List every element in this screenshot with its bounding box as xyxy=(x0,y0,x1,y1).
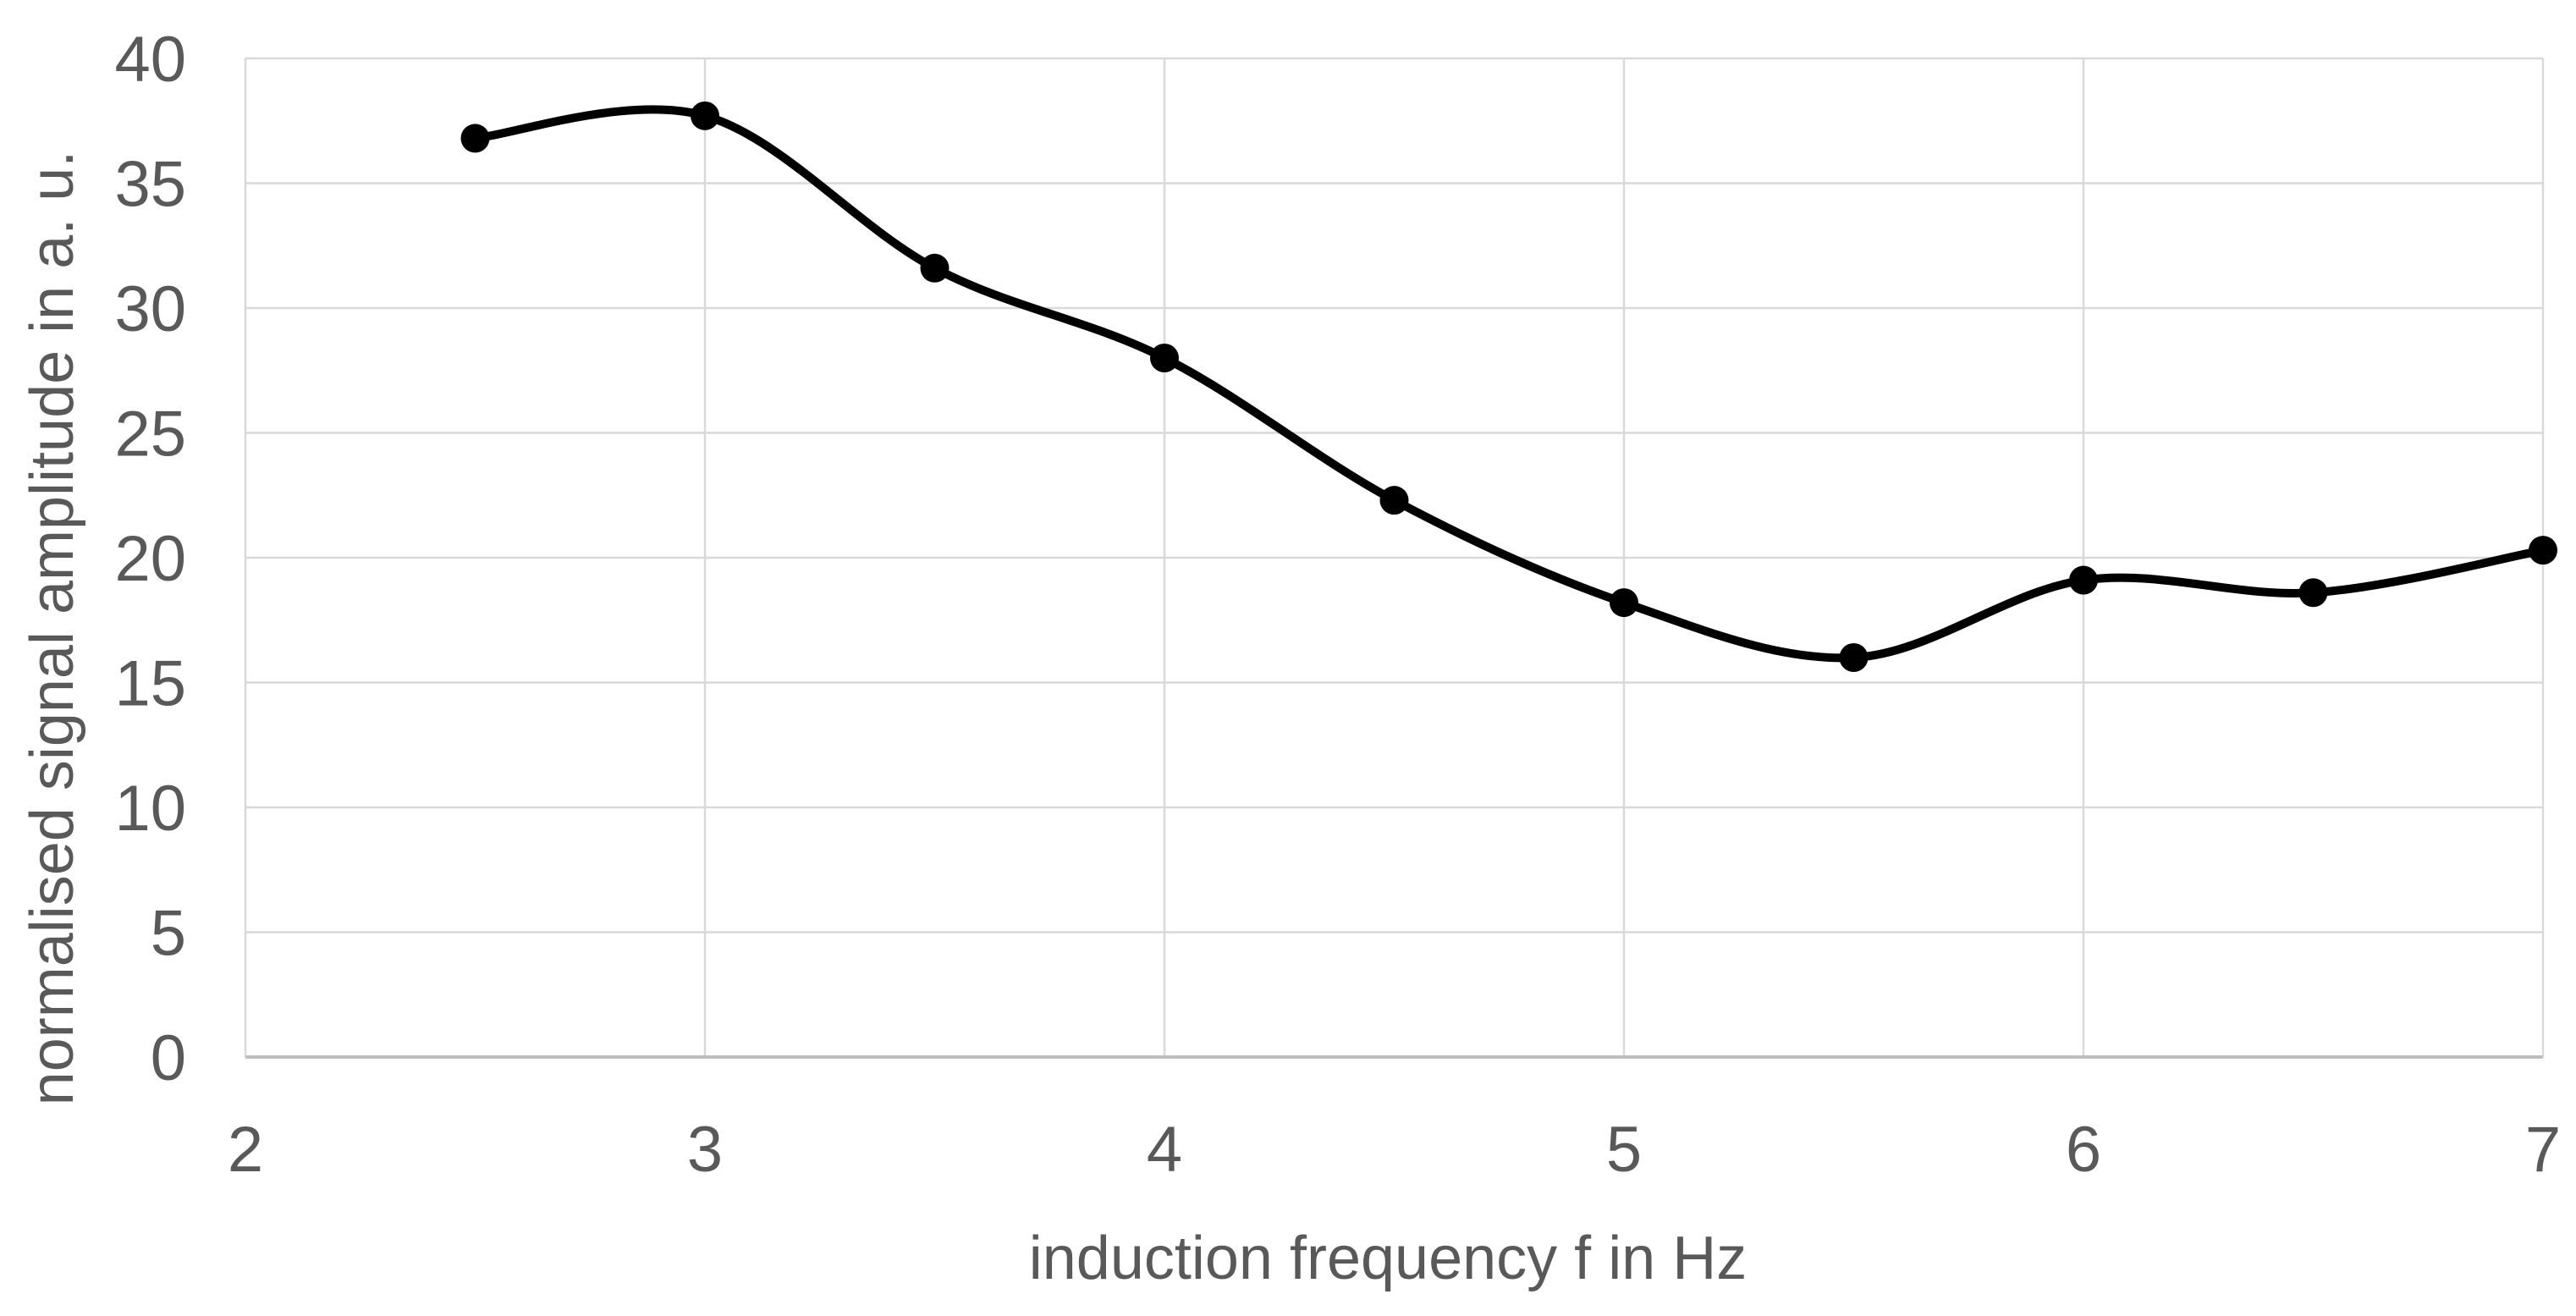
series-line xyxy=(471,105,2547,663)
y-tick-label: 10 xyxy=(114,773,186,845)
x-tick-label: 7 xyxy=(2525,1114,2561,1186)
data-point-marker xyxy=(1839,643,1869,672)
data-point-marker xyxy=(460,124,490,153)
data-point-marker xyxy=(1610,588,1638,618)
data-point-marker xyxy=(1150,344,1179,372)
y-tick-label: 40 xyxy=(114,24,186,96)
x-tick-label: 3 xyxy=(687,1114,723,1186)
y-tick-label: 35 xyxy=(114,149,186,221)
y-tick-label: 15 xyxy=(114,648,186,720)
x-axis-title: induction frequency f in Hz xyxy=(1028,1225,1748,1292)
data-point-marker xyxy=(1379,486,1409,515)
y-tick-label: 30 xyxy=(114,273,186,345)
data-point-marker xyxy=(2298,578,2328,608)
y-tick-label: 20 xyxy=(114,523,186,595)
data-point-marker xyxy=(2529,536,2557,565)
x-tick-label: 4 xyxy=(1147,1114,1182,1186)
y-tick-label: 0 xyxy=(151,1022,186,1094)
data-point-marker xyxy=(920,253,949,283)
x-tick-label: 5 xyxy=(1606,1114,1642,1186)
y-axis-title: normalised signal amplitude in a. u. xyxy=(19,150,86,1106)
x-tick-label: 6 xyxy=(2066,1114,2101,1186)
data-point-marker xyxy=(691,101,719,130)
y-tick-label: 5 xyxy=(151,898,186,970)
y-tick-label: 25 xyxy=(114,399,186,471)
data-point-marker xyxy=(2069,565,2098,595)
x-tick-label: 2 xyxy=(228,1114,263,1186)
